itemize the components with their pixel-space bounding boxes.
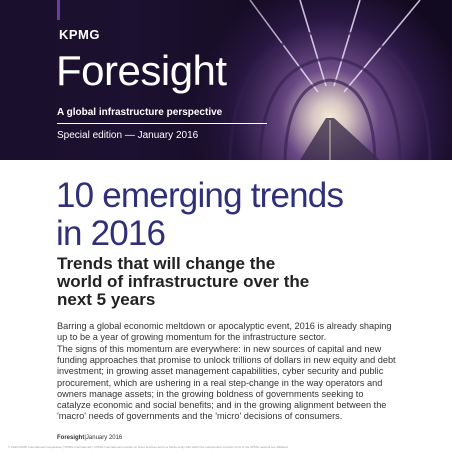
body-paragraph: The signs of this momentum are everywher… — [57, 344, 396, 422]
footer-label: Foresight|January 2016 — [57, 435, 122, 441]
subtitle-line-1: Trends that will change the — [57, 254, 276, 273]
footer-date: January 2016 — [85, 435, 123, 441]
publication-subtitle: A global infrastructure perspective — [57, 107, 223, 118]
kpmg-logo: KPMG — [59, 27, 100, 42]
title-line-2: in 2016 — [56, 214, 166, 253]
page-title: 10 emerging trends in 2016 — [56, 177, 416, 253]
footer-separator: | — [84, 435, 86, 441]
edition-label: Special edition — January 2016 — [57, 130, 199, 141]
subtitle-line-3: next 5 years — [57, 290, 156, 309]
tunnel-illustration — [0, 0, 452, 160]
subtitle-line-2: world of infrastructure over the — [57, 272, 310, 291]
legal-notice: © 2016 KPMG International Cooperative ("… — [8, 445, 289, 449]
intro-paragraph: Barring a global economic meltdown or ap… — [57, 321, 392, 343]
page-subtitle: Trends that will change the world of inf… — [57, 255, 397, 309]
title-line-1: 10 emerging trends — [56, 176, 344, 215]
publication-title: Foresight — [56, 47, 227, 94]
footer-brand: Foresight — [57, 435, 85, 441]
hero-banner: KPMG Foresight A global infrastructure p… — [0, 0, 452, 160]
divider — [57, 123, 267, 124]
